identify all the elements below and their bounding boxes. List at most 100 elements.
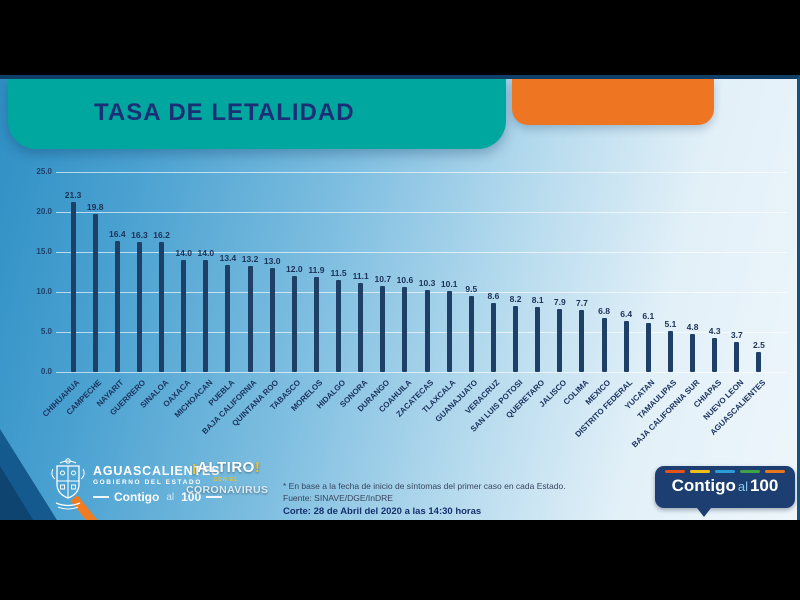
- bar-column: 8.1: [527, 295, 549, 372]
- bar-column: 6.8: [593, 306, 615, 372]
- bar-column: 14.0: [173, 248, 195, 372]
- bar-value-label: 9.5: [465, 284, 478, 294]
- badge-speech-tail: [697, 508, 711, 517]
- bar-value-label: 10.3: [418, 277, 436, 288]
- bar-value-label: 21.3: [64, 189, 82, 200]
- bar-value-label: 12.0: [286, 264, 303, 274]
- bar: [114, 240, 120, 372]
- bar-value-label: 8.2: [509, 294, 522, 305]
- tagline-rule-right: [206, 496, 223, 498]
- bar-series: 21.3 19.8 16.4 16.3 16.2 14.0 14.0 13.4 13.2 13.0…: [62, 172, 770, 372]
- bar-value-label: 4.8: [686, 321, 699, 332]
- footnote-method: * En base a la fecha de inicio de síntom…: [283, 481, 566, 491]
- bar-column: 10.1: [438, 279, 460, 372]
- gridline: [56, 332, 787, 333]
- bar: [247, 266, 253, 372]
- y-tick-label: 15.0: [36, 247, 52, 256]
- coat-of-arms-icon: [51, 458, 85, 510]
- bar-value-label: 6.8: [598, 305, 610, 316]
- bar: [490, 303, 496, 372]
- gridline: [56, 372, 787, 373]
- bar-value-label: 6.4: [620, 308, 633, 319]
- badge-text: Contigo al 100: [655, 476, 795, 496]
- y-tick-label: 10.0: [36, 287, 52, 296]
- altiro-excl-close: !: [254, 459, 261, 476]
- contigo-al-100-badge: Contigo al 100: [655, 466, 795, 517]
- bar-column: 13.0: [261, 256, 283, 372]
- bar: [513, 306, 519, 372]
- bar: [424, 289, 430, 372]
- bar: [734, 342, 740, 372]
- bar: [203, 260, 209, 372]
- gridline: [56, 172, 787, 173]
- bar: [623, 320, 629, 372]
- bar-column: 8.2: [505, 294, 527, 372]
- badge-dash: [740, 470, 760, 473]
- bar-column: 10.3: [416, 278, 438, 372]
- bar-value-label: 14.0: [197, 248, 215, 258]
- corner-stripes-decoration: [0, 429, 98, 520]
- badge-dash: [665, 470, 685, 473]
- bar: [70, 201, 76, 372]
- bar: [601, 317, 607, 372]
- bar-column: 21.3: [62, 190, 84, 372]
- bar: [402, 287, 408, 372]
- bar-value-label: 7.7: [576, 298, 588, 309]
- bar-column: 6.4: [615, 309, 637, 372]
- bar-value-label: 8.1: [531, 295, 544, 306]
- altiro-coronavirus-logo: ¡ALTIRO! CON EL CORONAVIRUS: [186, 459, 269, 496]
- bar-value-label: 14.0: [175, 248, 192, 258]
- bar: [756, 352, 762, 372]
- bar-value-label: 16.2: [153, 230, 170, 241]
- bar: [358, 283, 364, 372]
- bar: [446, 291, 452, 372]
- altiro-con-el: CON EL: [213, 477, 239, 483]
- bar-column: 7.7: [571, 298, 593, 372]
- bar-column: 10.7: [372, 274, 394, 372]
- footnotes: * En base a la fecha de inicio de síntom…: [283, 481, 566, 518]
- bar-value-label: 11.1: [352, 271, 369, 282]
- bar-column: 12.0: [283, 264, 305, 372]
- altiro-excl-open: ¡: [191, 459, 198, 476]
- tagline-100: 100: [181, 490, 202, 504]
- bar-column: 10.6: [394, 275, 416, 372]
- bar-value-label: 13.0: [263, 256, 281, 266]
- bar-value-label: 4.3: [708, 325, 721, 336]
- y-tick-label: 25.0: [36, 167, 52, 176]
- altiro-title: ¡ALTIRO!: [186, 459, 266, 476]
- tagline-rule-left: [93, 496, 109, 498]
- bar-value-label: 10.6: [396, 275, 414, 286]
- altiro-coronavirus: CORONAVIRUS: [186, 484, 269, 496]
- bar: [225, 264, 231, 372]
- bar-column: 7.9: [549, 297, 571, 372]
- bar: [336, 280, 342, 372]
- page-title: TASA DE LETALIDAD: [94, 99, 355, 126]
- bar-value-label: 10.7: [374, 274, 392, 285]
- badge-dash: [765, 470, 785, 473]
- bar-value-label: 8.6: [487, 291, 500, 302]
- bar-value-label: 19.8: [86, 201, 104, 212]
- bar-column: 11.1: [350, 271, 372, 372]
- bar-column: 2.5: [748, 340, 770, 372]
- y-tick-label: 5.0: [40, 327, 52, 336]
- bar-value-label: 3.7: [730, 330, 743, 341]
- bar-value-label: 7.9: [553, 296, 566, 307]
- state-logo-text: AGUASCALIENTES GOBIERNO DEL ESTADO Conti…: [93, 464, 223, 504]
- bar: [159, 242, 165, 372]
- bar-value-label: 11.9: [308, 264, 325, 275]
- bar: [579, 310, 585, 372]
- badge-dash: [715, 470, 735, 473]
- bar-column: 11.9: [305, 265, 327, 372]
- bar-value-label: 16.3: [131, 229, 148, 240]
- footnote-cutoff-date: Corte: 28 de Abril del 2020 a las 14:30 …: [283, 506, 482, 517]
- badge-100: 100: [749, 476, 779, 495]
- bar-column: 13.4: [217, 253, 239, 372]
- bar: [313, 276, 319, 372]
- slide-canvas: TASA DE LETALIDAD 25.0 20.0 15.0 10.0 5.0 0.0…: [0, 75, 800, 520]
- y-tick-label: 20.0: [36, 207, 52, 216]
- state-government-logo: AGUASCALIENTES GOBIERNO DEL ESTADO Conti…: [50, 457, 223, 511]
- bar-value-label: 2.5: [753, 340, 765, 350]
- tagline-contigo: Contigo: [114, 490, 160, 504]
- bar: [645, 323, 651, 372]
- bar-value-label: 6.1: [642, 311, 655, 322]
